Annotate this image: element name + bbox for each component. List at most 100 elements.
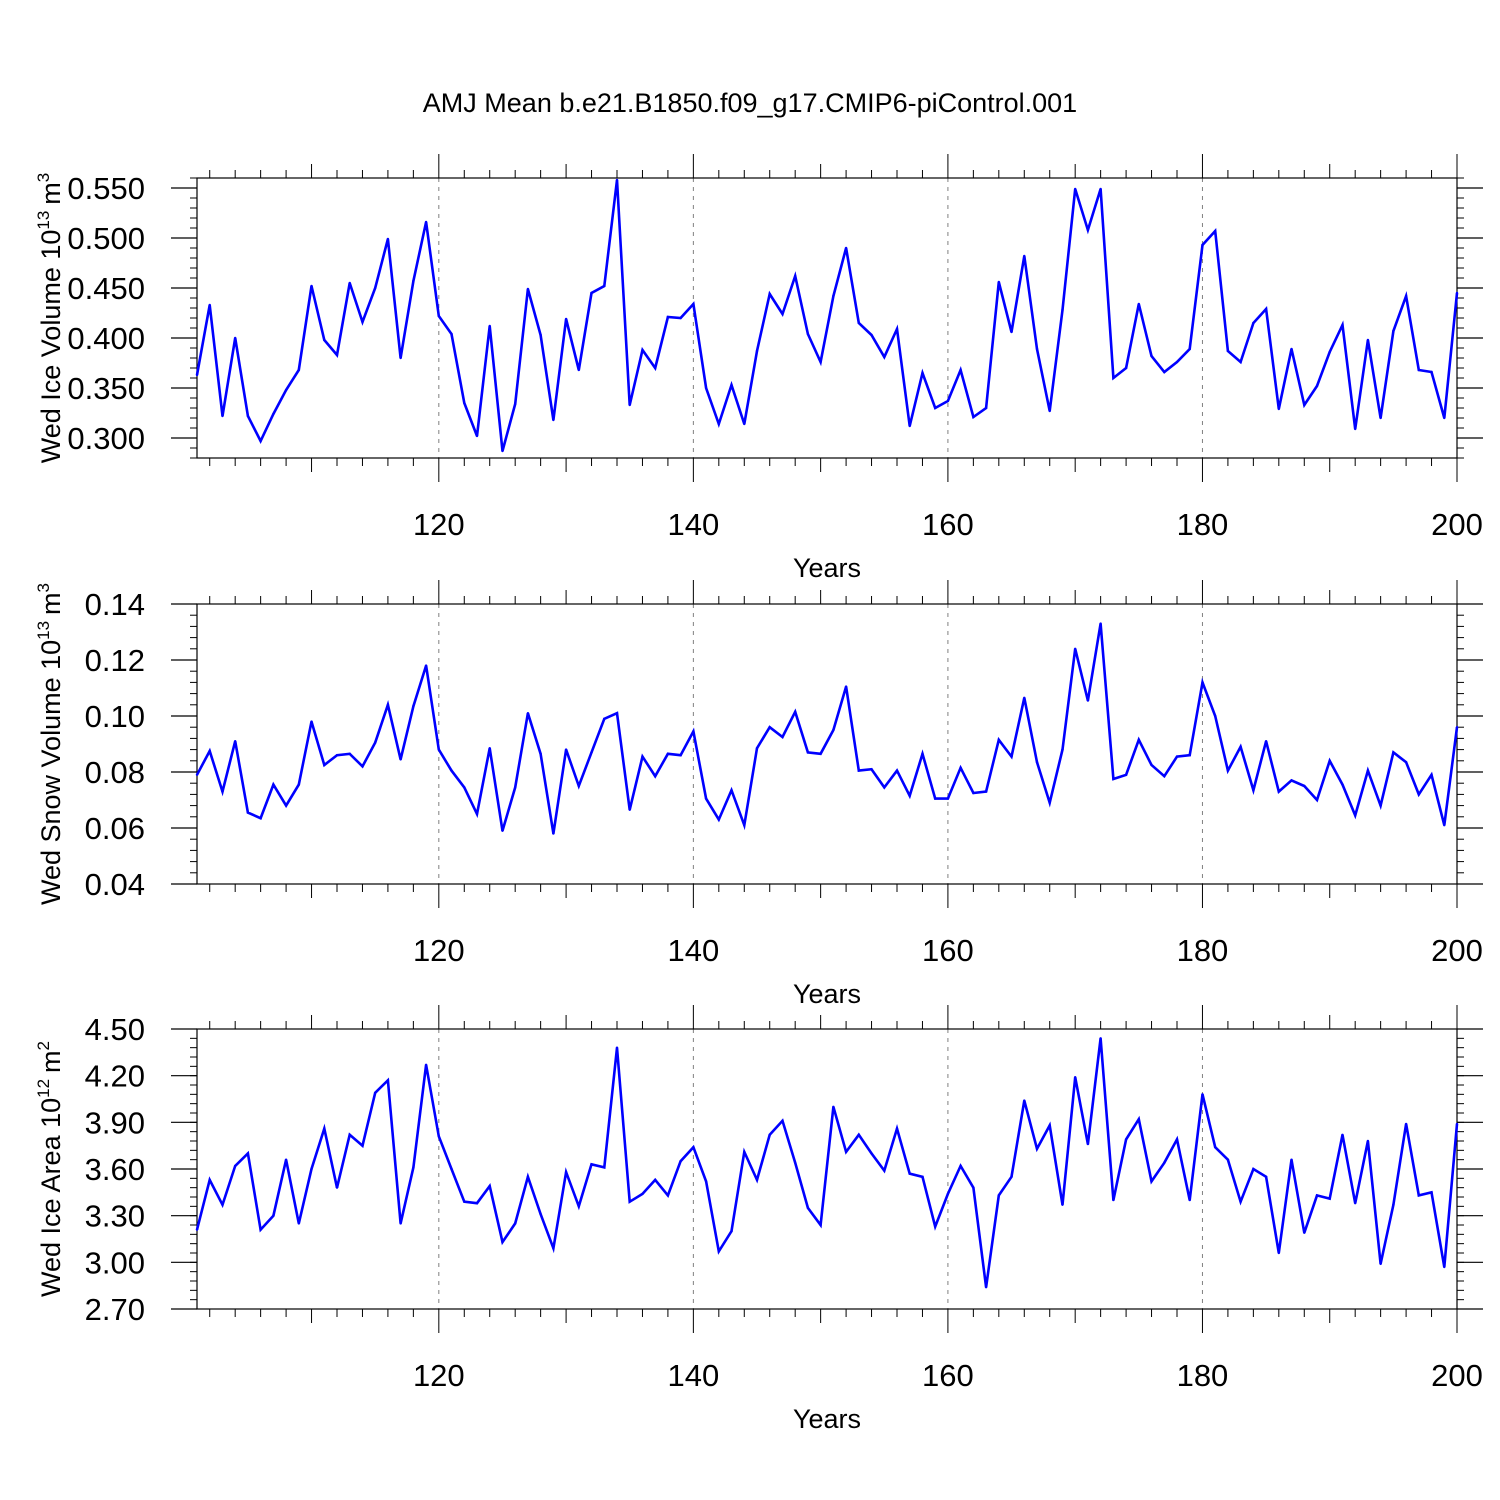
data-point — [1430, 370, 1433, 374]
series-line — [195, 179, 1459, 452]
data-point — [1417, 793, 1421, 796]
data-point — [908, 1172, 911, 1175]
data-point — [1290, 779, 1293, 782]
data-point — [246, 414, 250, 418]
data-point — [577, 1205, 581, 1208]
data-point — [310, 1167, 313, 1171]
data-point — [539, 333, 542, 337]
data-point — [348, 1133, 351, 1136]
data-point — [883, 786, 886, 789]
data-point — [233, 336, 237, 340]
data-point — [195, 1228, 199, 1231]
data-point — [615, 1046, 619, 1049]
data-point — [1315, 798, 1319, 802]
data-point — [424, 220, 428, 224]
y-tick-label: 0.06 — [85, 811, 145, 846]
data-point — [335, 754, 339, 757]
panel-1: 0.300 0.350 0.400 0.450 0.500 0.550 120 140 160 1… — [34, 154, 1483, 583]
data-point — [768, 292, 771, 296]
data-point — [1353, 1202, 1357, 1205]
data-point — [310, 720, 313, 723]
data-point — [984, 790, 988, 793]
data-point — [564, 317, 568, 321]
data-point — [717, 1250, 721, 1253]
data-point — [424, 664, 428, 667]
data-point — [984, 406, 988, 410]
data-point — [1404, 1122, 1408, 1126]
data-point — [1379, 804, 1382, 807]
data-point — [933, 1225, 937, 1228]
data-point — [653, 1178, 657, 1182]
data-point — [1315, 1194, 1319, 1197]
data-point — [883, 1169, 886, 1172]
data-point — [743, 1150, 746, 1154]
y-tick-label: 3.60 — [85, 1152, 145, 1187]
data-point — [513, 786, 517, 789]
data-point — [450, 332, 453, 336]
data-point — [437, 1135, 441, 1138]
data-point — [1175, 1138, 1179, 1141]
data-point — [972, 415, 975, 419]
data-point — [692, 730, 695, 733]
data-point — [195, 773, 199, 776]
data-point — [513, 1222, 517, 1225]
data-point — [653, 775, 657, 778]
plot-frame — [196, 603, 1458, 885]
data-point — [1417, 368, 1421, 372]
data-point — [717, 422, 721, 426]
data-point — [832, 294, 835, 298]
x-tick-label: 160 — [922, 507, 974, 542]
y-tick-label: 3.90 — [85, 1105, 145, 1140]
data-point — [959, 1164, 962, 1168]
data-point — [793, 1161, 797, 1164]
data-point — [463, 786, 466, 789]
data-point — [972, 791, 975, 795]
data-point — [386, 1079, 390, 1082]
data-point — [1163, 1161, 1166, 1164]
data-point — [1264, 740, 1268, 743]
data-point — [259, 817, 262, 820]
data-point — [323, 763, 326, 767]
data-point — [1353, 814, 1357, 817]
data-point — [743, 422, 746, 426]
data-point — [1277, 1251, 1281, 1255]
x-axis-label: Years — [793, 979, 861, 1009]
data-point — [946, 399, 950, 403]
data-point — [1061, 1203, 1064, 1206]
data-point — [1188, 347, 1191, 351]
x-axis-label: Years — [793, 1404, 861, 1434]
data-point — [717, 818, 721, 821]
panel-2: 0.04 0.06 0.08 0.10 0.12 0.14 120 140 160 180 200 Y… — [34, 580, 1483, 1009]
data-point — [730, 1230, 733, 1233]
data-point — [1455, 726, 1459, 729]
data-point — [1392, 751, 1395, 754]
data-point — [1303, 784, 1306, 788]
data-point — [1443, 824, 1446, 827]
data-point — [641, 348, 644, 352]
data-point — [373, 286, 377, 290]
data-point — [539, 1212, 542, 1216]
data-point — [641, 755, 644, 758]
x-tick-label: 200 — [1431, 507, 1483, 542]
data-point — [1175, 755, 1179, 758]
x-tick-label: 140 — [667, 1358, 719, 1393]
data-point — [1201, 243, 1204, 247]
data-point — [1226, 769, 1230, 772]
data-point — [806, 332, 810, 336]
y-tick-label: 3.00 — [85, 1245, 145, 1280]
data-point — [1404, 761, 1408, 764]
data-point — [946, 797, 950, 800]
data-point — [1010, 1175, 1013, 1178]
data-point — [692, 1146, 695, 1149]
y-axis-label-main: Wed Ice Area 10 — [36, 1098, 66, 1297]
data-point — [1341, 783, 1344, 786]
data-point — [1061, 748, 1064, 751]
y-tick-label: 0.450 — [67, 271, 145, 306]
data-point — [1252, 1167, 1255, 1171]
data-point — [246, 1152, 250, 1155]
data-point — [793, 274, 797, 278]
data-point — [768, 726, 771, 729]
data-point — [730, 383, 733, 387]
data-point — [386, 703, 390, 706]
data-point — [1366, 1139, 1370, 1143]
